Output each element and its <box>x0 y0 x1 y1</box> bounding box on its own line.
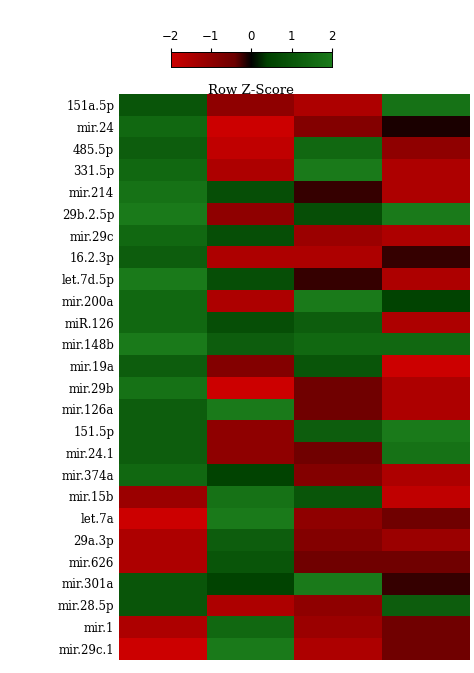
Text: Row Z-Score: Row Z-Score <box>208 84 294 97</box>
